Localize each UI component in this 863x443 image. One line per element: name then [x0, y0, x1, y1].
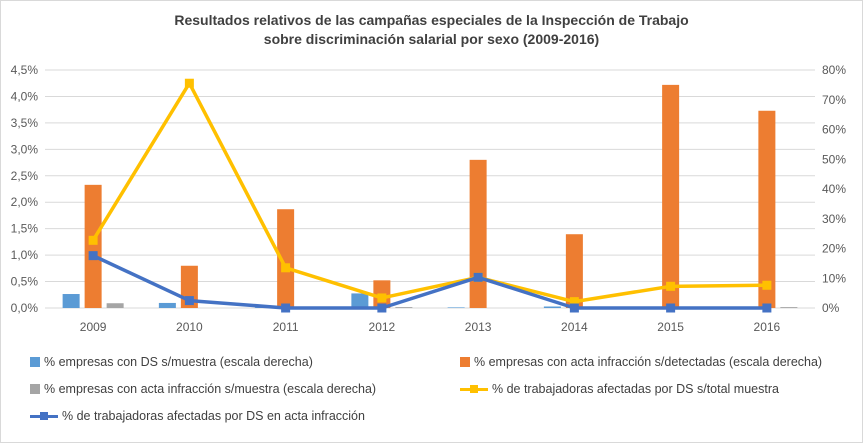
bar-1 — [84, 184, 102, 308]
legend-label: % de trabajadoras afectadas por DS en ac… — [62, 409, 365, 423]
legend-swatch — [30, 357, 40, 367]
right-axis-tick-label: 70% — [822, 93, 846, 107]
left-axis-tick-label: 2,0% — [11, 195, 39, 209]
right-axis-tick-label: 40% — [822, 182, 846, 196]
x-axis-tick-label: 2013 — [465, 320, 492, 334]
x-axis-tick-label: 2011 — [273, 320, 299, 334]
chart-title-line2: sobre discriminación salarial por sexo (… — [263, 31, 600, 47]
legend-label: % empresas con acta infracción s/detecta… — [474, 355, 823, 369]
line-point-0 — [377, 293, 387, 303]
bar-1 — [565, 234, 583, 308]
x-axis-tick-label: 2010 — [176, 320, 203, 334]
bar-1 — [758, 110, 776, 308]
right-axis-tick-label: 10% — [822, 271, 846, 285]
legend-swatch — [460, 384, 488, 394]
line-point-0 — [569, 297, 579, 307]
bar-0 — [543, 306, 561, 308]
bar-2 — [395, 307, 413, 308]
legend-item: % empresas con acta infracción s/muestra… — [30, 382, 376, 396]
legend-item: % de trabajadoras afectadas por DS en ac… — [30, 409, 365, 423]
left-axis-tick-label: 4,0% — [11, 89, 39, 103]
bar-1 — [662, 84, 680, 308]
right-axis-tick-label: 30% — [822, 212, 846, 226]
right-axis-tick-label: 80% — [822, 63, 846, 77]
line-point-0 — [184, 78, 194, 88]
bar-0 — [62, 294, 80, 308]
right-axis-tick-label: 50% — [822, 152, 846, 166]
line-point-0 — [88, 235, 98, 245]
left-axis-tick-label: 3,0% — [11, 142, 39, 156]
line-point-1 — [184, 296, 194, 306]
right-axis-tick-label: 60% — [822, 123, 846, 137]
x-axis-tick-label: 2016 — [754, 320, 781, 334]
left-axis-tick-label: 1,0% — [11, 248, 39, 262]
line-point-1 — [473, 272, 483, 282]
left-axis-tick-label: 0,5% — [11, 275, 39, 289]
right-axis-tick-label: 0% — [822, 301, 840, 315]
bar-1 — [469, 159, 487, 308]
bar-1 — [277, 209, 295, 308]
x-axis-tick-label: 2014 — [561, 320, 588, 334]
legend-label: % empresas con acta infracción s/muestra… — [44, 382, 377, 396]
line-point-1 — [666, 303, 676, 313]
legend-swatch — [30, 384, 40, 394]
bar-0 — [351, 293, 369, 308]
line-point-1 — [88, 251, 98, 261]
bar-2 — [106, 303, 124, 308]
line-point-1 — [569, 303, 579, 313]
bar-0 — [447, 307, 465, 308]
legend-item: % empresas con acta infracción s/detecta… — [460, 355, 822, 369]
left-axis-tick-label: 3,5% — [11, 116, 39, 130]
line-point-1 — [377, 303, 387, 313]
legend-swatch — [460, 357, 470, 367]
line-series-0 — [91, 81, 767, 304]
chart-title-line1: Resultados relativos de las campañas esp… — [174, 12, 689, 28]
left-axis-tick-label: 2,5% — [11, 169, 39, 183]
x-axis-tick-label: 2012 — [369, 320, 396, 334]
left-axis-tick-label: 4,5% — [11, 63, 39, 77]
left-axis-tick-label: 1,5% — [11, 222, 39, 236]
line-point-0 — [762, 280, 772, 290]
bar-0 — [158, 302, 176, 308]
x-axis-tick-label: 2009 — [80, 320, 107, 334]
line-point-1 — [281, 303, 291, 313]
line-point-1 — [762, 303, 772, 313]
x-axis-tick-label: 2015 — [657, 320, 684, 334]
legend-label: % empresas con DS s/muestra (escala dere… — [44, 355, 313, 369]
legend-item: % de trabajadoras afectadas por DS s/tot… — [460, 382, 779, 396]
legend-swatch — [30, 411, 58, 421]
line-series-1 — [92, 254, 767, 310]
right-axis-tick-label: 20% — [822, 242, 846, 256]
legend-item: % empresas con DS s/muestra (escala dere… — [30, 355, 313, 369]
line-point-0 — [666, 281, 676, 291]
line-point-0 — [281, 263, 291, 273]
legend-label: % de trabajadoras afectadas por DS s/tot… — [492, 382, 779, 396]
bar-2 — [780, 307, 798, 308]
left-axis-tick-label: 0,0% — [11, 301, 39, 315]
